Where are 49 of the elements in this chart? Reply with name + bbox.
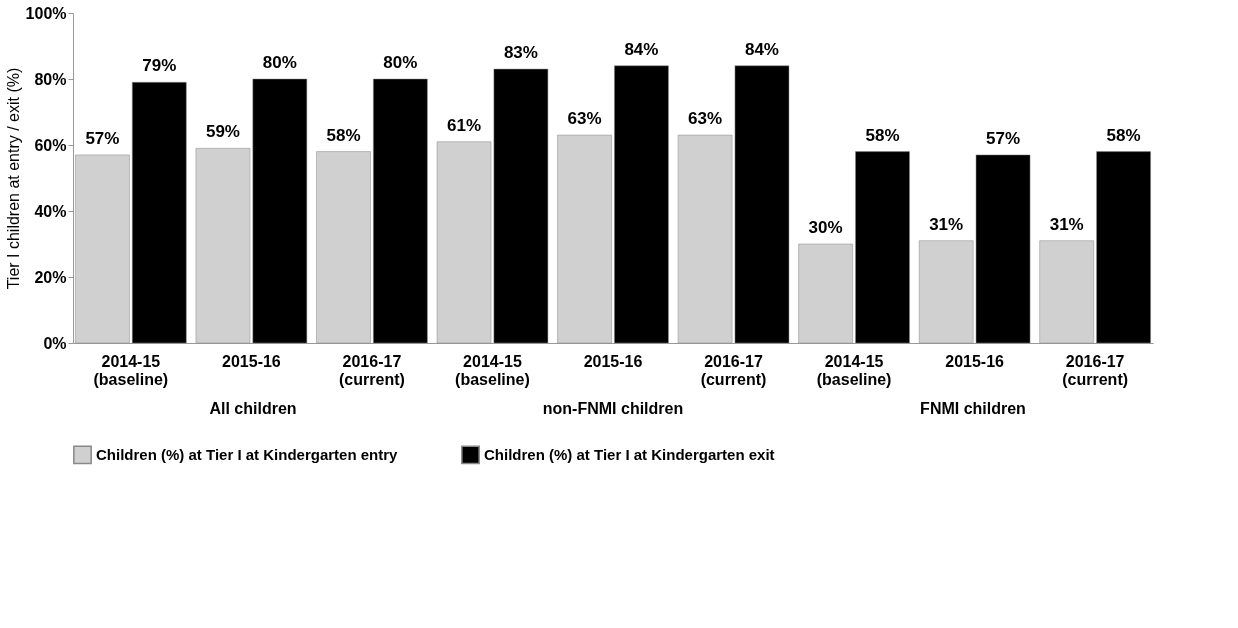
data-label: 84% <box>744 39 779 59</box>
text: non-FNMI children <box>542 400 684 417</box>
data-label: 58% <box>326 125 361 145</box>
data-label: 31% <box>929 214 964 234</box>
y-tick-label: 40% <box>34 202 67 220</box>
x-tick-label: 2015-16 <box>945 352 1005 370</box>
x-tick-label: 2015-16 <box>583 352 643 370</box>
legend-label: Children (%) at Tier I at Kindergarten exit <box>484 445 775 463</box>
data-label: 58% <box>865 125 900 145</box>
data-label: 57% <box>986 128 1021 148</box>
data-label: 80% <box>383 53 418 72</box>
data-label: 84% <box>624 39 659 59</box>
bar <box>316 151 371 344</box>
x-tick-label: 2016-17 (current) <box>700 352 767 388</box>
text: All children <box>209 400 297 417</box>
y-tick-label: 20% <box>34 268 67 286</box>
x-tick-label: 2016-17 (current) <box>339 352 405 388</box>
x-tick-label: 2014-15 (baseline) <box>93 352 169 388</box>
y-tick-label: 60% <box>34 136 67 154</box>
data-label: 58% <box>1106 125 1141 145</box>
y-tick-label: 80% <box>34 70 67 88</box>
bar <box>1039 240 1094 344</box>
x-tick-label: 2016-17 (current) <box>1062 352 1129 388</box>
bar <box>855 151 910 344</box>
bar <box>1096 151 1151 344</box>
legend-label: Children (%) at Tier I at Kindergarten entry <box>96 445 399 463</box>
y-tick-label: 100% <box>25 4 67 22</box>
data-label: 61% <box>447 115 482 135</box>
data-label: 31% <box>1049 214 1084 234</box>
data-label: 80% <box>262 53 297 72</box>
x-tick-label: 2014-15 (baseline) <box>455 352 530 388</box>
y-axis-title: Tier I children at entry / exit (%) <box>4 67 22 290</box>
data-label: 63% <box>688 109 723 129</box>
text: FNMI children <box>920 400 1026 417</box>
x-tick-label: 2015-16 <box>222 352 281 370</box>
data-label: 63% <box>567 109 602 129</box>
data-label: 79% <box>142 56 177 76</box>
y-tick-label: 0% <box>43 334 67 352</box>
data-label: 59% <box>205 122 240 142</box>
bar <box>557 134 612 344</box>
bar <box>373 78 428 344</box>
data-label: 30% <box>808 218 843 237</box>
data-label: 57% <box>85 128 120 148</box>
bar <box>798 243 853 344</box>
bar <box>132 82 187 344</box>
bar <box>75 154 130 344</box>
data-label: 83% <box>503 43 538 63</box>
x-tick-label: 2014-15 (baseline) <box>816 352 892 388</box>
bar <box>614 65 669 344</box>
